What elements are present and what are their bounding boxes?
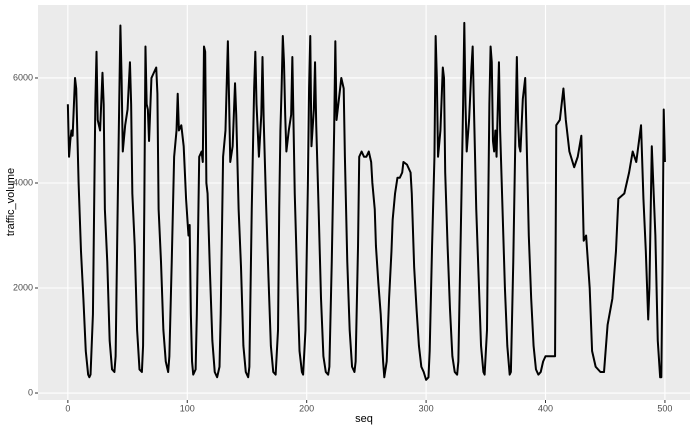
y-tick-label: 2000 [13, 282, 33, 292]
x-tick-label: 0 [65, 403, 70, 413]
y-tick-label: 6000 [13, 72, 33, 82]
x-tick-label: 200 [299, 403, 314, 413]
axes: 0 100 200 300 400 500 0 2000 4000 6000 [13, 72, 672, 413]
x-tick-label: 100 [180, 403, 195, 413]
x-axis-title: seq [355, 413, 373, 425]
x-tick-label: 400 [538, 403, 553, 413]
x-tick-label: 300 [419, 403, 434, 413]
y-axis-title: traffic_volume [5, 168, 17, 236]
y-tick-label: 4000 [13, 177, 33, 187]
line-series [66, 21, 666, 381]
marks [66, 21, 666, 381]
y-tick-label: 0 [28, 387, 33, 397]
x-tick-label: 500 [657, 403, 672, 413]
